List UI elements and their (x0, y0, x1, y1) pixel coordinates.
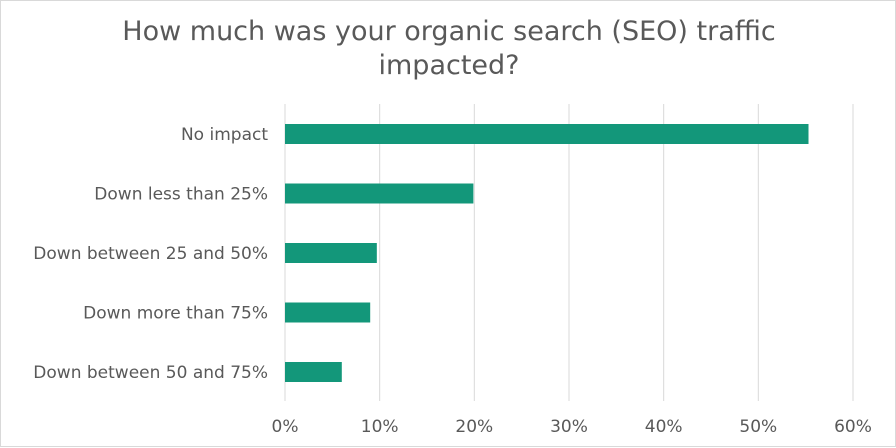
x-tick-label-40: 40% (645, 417, 683, 437)
chart-title: How much was your organic search (SEO) t… (1, 15, 896, 83)
x-tick-label-60: 60% (834, 417, 872, 437)
category-label-3: Down between 25 and 50% (33, 244, 268, 264)
category-label-5: Down between 50 and 75% (33, 363, 268, 383)
bar-1 (285, 124, 809, 144)
bar-2 (285, 183, 474, 204)
category-label-2: Down less than 25% (94, 185, 268, 205)
chart-title-line-2: impacted? (378, 50, 520, 81)
x-tick-label-20: 20% (455, 417, 493, 437)
x-tick-label-50: 50% (739, 417, 777, 437)
x-tick-label-0: 0% (272, 417, 299, 437)
x-tick-label-10: 10% (361, 417, 399, 437)
category-label-4: Down more than 75% (83, 304, 268, 324)
x-tick-label-30: 30% (550, 417, 588, 437)
category-label-1: No impact (181, 125, 268, 145)
bar-5 (285, 362, 342, 382)
chart-title-line-1: How much was your organic search (SEO) t… (122, 16, 776, 47)
bar-4 (285, 302, 371, 323)
bar-3 (285, 243, 377, 263)
